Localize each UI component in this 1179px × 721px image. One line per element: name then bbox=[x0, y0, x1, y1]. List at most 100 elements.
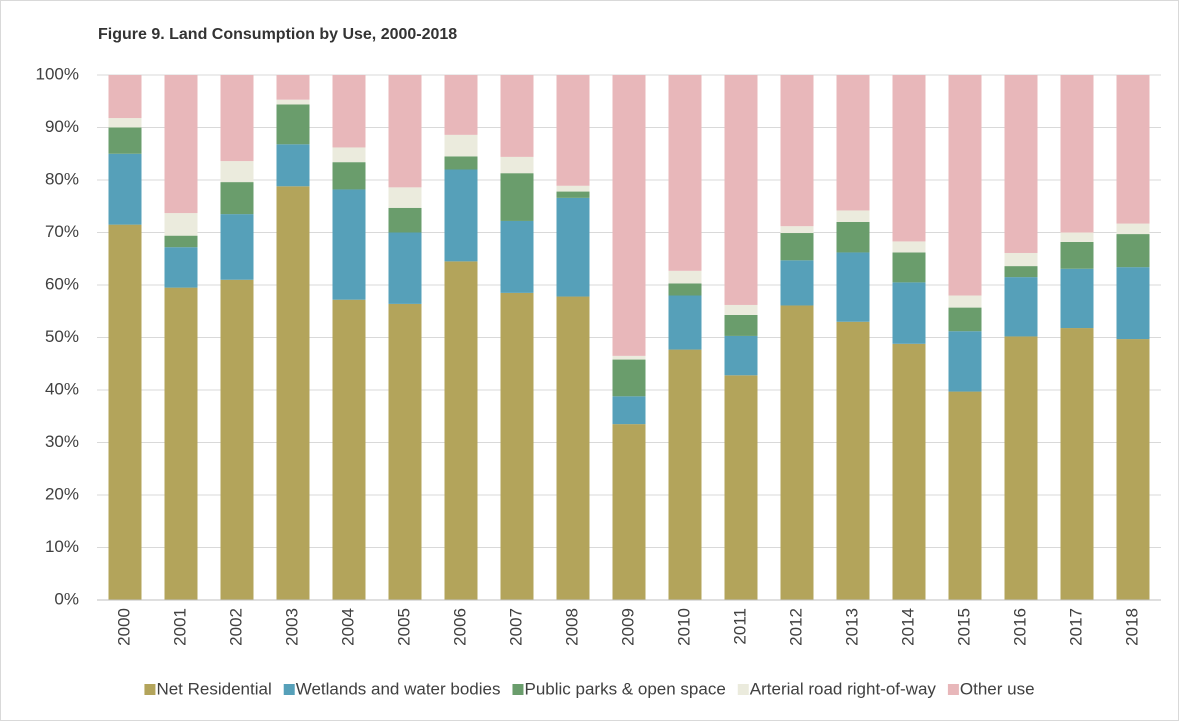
legend-label: Wetlands and water bodies bbox=[296, 679, 501, 698]
bar-segment bbox=[220, 75, 254, 162]
bar-segment bbox=[1004, 252, 1038, 267]
bar-segment bbox=[1004, 277, 1038, 337]
bar-segment bbox=[780, 233, 814, 261]
bar-segment bbox=[332, 299, 366, 600]
y-tick-label: 30% bbox=[45, 432, 79, 451]
bar-segment bbox=[164, 75, 198, 214]
bar-segment bbox=[668, 270, 702, 284]
bar-segment bbox=[108, 118, 142, 128]
bar-segment bbox=[108, 224, 142, 600]
legend-swatch bbox=[737, 684, 749, 695]
bar-segment bbox=[276, 144, 310, 187]
bar-segment bbox=[556, 191, 590, 198]
bar-segment bbox=[444, 134, 478, 157]
y-tick-label: 0% bbox=[54, 589, 79, 608]
bar-segment bbox=[1116, 234, 1150, 268]
bar-segment bbox=[388, 75, 422, 188]
bar-segment bbox=[836, 222, 870, 253]
bar-segment bbox=[332, 162, 366, 190]
bar-segment bbox=[892, 343, 926, 600]
bar-segment bbox=[220, 279, 254, 600]
bar-segment bbox=[892, 252, 926, 283]
x-tick-label: 2004 bbox=[338, 608, 357, 646]
bar-segment bbox=[1116, 339, 1150, 600]
bar-segment bbox=[780, 75, 814, 227]
bar-segment bbox=[444, 261, 478, 600]
bar-segment bbox=[948, 331, 982, 392]
x-tick-label: 2014 bbox=[898, 608, 917, 646]
bar-segment bbox=[332, 147, 366, 163]
bar-segment bbox=[332, 189, 366, 300]
bar-segment bbox=[780, 305, 814, 600]
x-tick-label: 2010 bbox=[674, 608, 693, 646]
bar-segment bbox=[948, 391, 982, 600]
bar-segment bbox=[612, 424, 646, 600]
bar-segment bbox=[1116, 75, 1150, 224]
y-tick-label: 60% bbox=[45, 274, 79, 293]
legend-label: Other use bbox=[960, 679, 1035, 698]
bar-segment bbox=[1116, 223, 1150, 235]
bar-segment bbox=[556, 296, 590, 600]
bar-segment bbox=[500, 156, 534, 174]
bar-segment bbox=[388, 187, 422, 208]
bar-segment bbox=[444, 156, 478, 170]
bar-segment bbox=[836, 321, 870, 600]
bar-segment bbox=[948, 295, 982, 308]
x-tick-label: 2012 bbox=[786, 608, 805, 646]
bar-segment bbox=[724, 335, 758, 376]
bar-segment bbox=[220, 214, 254, 280]
bar-segment bbox=[164, 247, 198, 288]
x-tick-label: 2005 bbox=[394, 608, 413, 646]
bar-segment bbox=[220, 182, 254, 215]
bar-segment bbox=[556, 185, 590, 192]
bar-segment bbox=[836, 210, 870, 222]
y-tick-label: 100% bbox=[36, 64, 79, 83]
bar-segment bbox=[500, 75, 534, 157]
bar-segment bbox=[556, 75, 590, 186]
bar-segment bbox=[1060, 232, 1094, 242]
bar-segment bbox=[724, 304, 758, 315]
bar-segment bbox=[892, 75, 926, 242]
x-tick-label: 2009 bbox=[618, 608, 637, 646]
y-tick-label: 90% bbox=[45, 117, 79, 136]
x-tick-label: 2015 bbox=[954, 608, 973, 646]
bar-segment bbox=[780, 226, 814, 234]
bar-segment bbox=[612, 355, 646, 360]
bar-segment bbox=[388, 303, 422, 600]
bar-segment bbox=[276, 104, 310, 145]
y-tick-label: 40% bbox=[45, 379, 79, 398]
bar-segment bbox=[780, 260, 814, 306]
bar-segment bbox=[1004, 266, 1038, 278]
legend-label: Net Residential bbox=[156, 679, 271, 698]
bar-segment bbox=[668, 295, 702, 350]
bar-segment bbox=[108, 75, 142, 119]
bar-segment bbox=[500, 292, 534, 600]
bar-segment bbox=[108, 127, 142, 154]
bar-segment bbox=[724, 314, 758, 336]
legend-swatch bbox=[512, 684, 524, 695]
bar-segment bbox=[724, 75, 758, 305]
bar-segment bbox=[1060, 241, 1094, 269]
legend-label: Arterial road right-of-way bbox=[750, 679, 937, 698]
y-tick-label: 70% bbox=[45, 222, 79, 241]
x-tick-label: 2017 bbox=[1066, 608, 1085, 646]
bar-segment bbox=[1060, 75, 1094, 233]
x-tick-label: 2006 bbox=[450, 608, 469, 646]
bar-segment bbox=[948, 75, 982, 296]
bar-segment bbox=[1060, 268, 1094, 329]
x-tick-label: 2008 bbox=[562, 608, 581, 646]
bar-segment bbox=[668, 75, 702, 271]
x-tick-label: 2001 bbox=[170, 608, 189, 646]
bar-segment bbox=[612, 396, 646, 425]
bar-segment bbox=[108, 153, 142, 225]
bar-segment bbox=[164, 213, 198, 236]
bar-segment bbox=[164, 287, 198, 600]
x-tick-label: 2003 bbox=[282, 608, 301, 646]
bar-segment bbox=[1060, 328, 1094, 600]
x-tick-label: 2013 bbox=[842, 608, 861, 646]
x-tick-label: 2018 bbox=[1122, 608, 1141, 646]
y-tick-label: 80% bbox=[45, 169, 79, 188]
bar-segment bbox=[612, 75, 646, 356]
bar-segment bbox=[444, 75, 478, 135]
x-tick-label: 2002 bbox=[226, 608, 245, 646]
